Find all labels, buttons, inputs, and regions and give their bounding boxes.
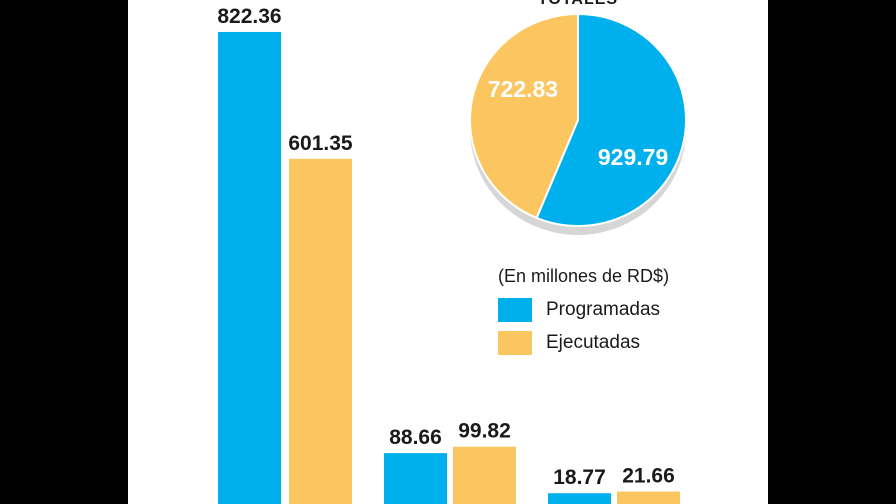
bar-value-label-ejecutadas-3: 21.66 — [622, 465, 675, 488]
legend-item-programadas: Programadas — [498, 293, 669, 326]
legend-label-programadas: Programadas — [546, 298, 661, 320]
bars-layer: 822.36 601.35 88.66 99.82 18.77 21.66 — [217, 5, 680, 504]
pie-title: TOTALES — [538, 0, 618, 8]
pie-chart: 929.79 722.83 TOTALES — [469, 0, 687, 235]
pie-label-ejecutadas: 722.83 — [488, 76, 558, 102]
pie-label-programadas: 929.79 — [598, 144, 668, 170]
legend: (En millones de RD$) Programadas Ejecuta… — [498, 266, 669, 359]
bar-programadas-2 — [384, 453, 447, 504]
legend-swatch-programadas — [498, 297, 532, 322]
bar-ejecutadas-3 — [617, 491, 680, 504]
legend-label-ejecutadas: Ejecutadas — [546, 331, 641, 353]
bar-ejecutadas-1 — [289, 158, 352, 504]
bar-value-label-ejecutadas-1: 601.35 — [288, 132, 353, 155]
bar-value-label-programadas-1: 822.36 — [217, 5, 281, 28]
bar-ejecutadas-2 — [453, 446, 516, 504]
bar-programadas-3 — [548, 493, 611, 504]
legend-item-ejecutadas: Ejecutadas — [498, 326, 669, 359]
chart-panel: 822.36 601.35 88.66 99.82 18.77 21.66 929.79 7… — [128, 0, 768, 504]
chart-svg: 822.36 601.35 88.66 99.82 18.77 21.66 929.79 7… — [217, 0, 687, 504]
bar-value-label-ejecutadas-2: 99.82 — [458, 420, 511, 443]
legend-swatch-ejecutadas — [498, 330, 532, 355]
bar-value-label-programadas-2: 88.66 — [389, 426, 442, 449]
pie-slice-programadas — [535, 12, 687, 227]
pie-slice-ejecutadas — [469, 12, 579, 220]
bar-programadas-1 — [218, 31, 281, 504]
legend-title: (En millones de RD$) — [498, 266, 670, 286]
bar-value-label-programadas-3: 18.77 — [553, 466, 606, 489]
